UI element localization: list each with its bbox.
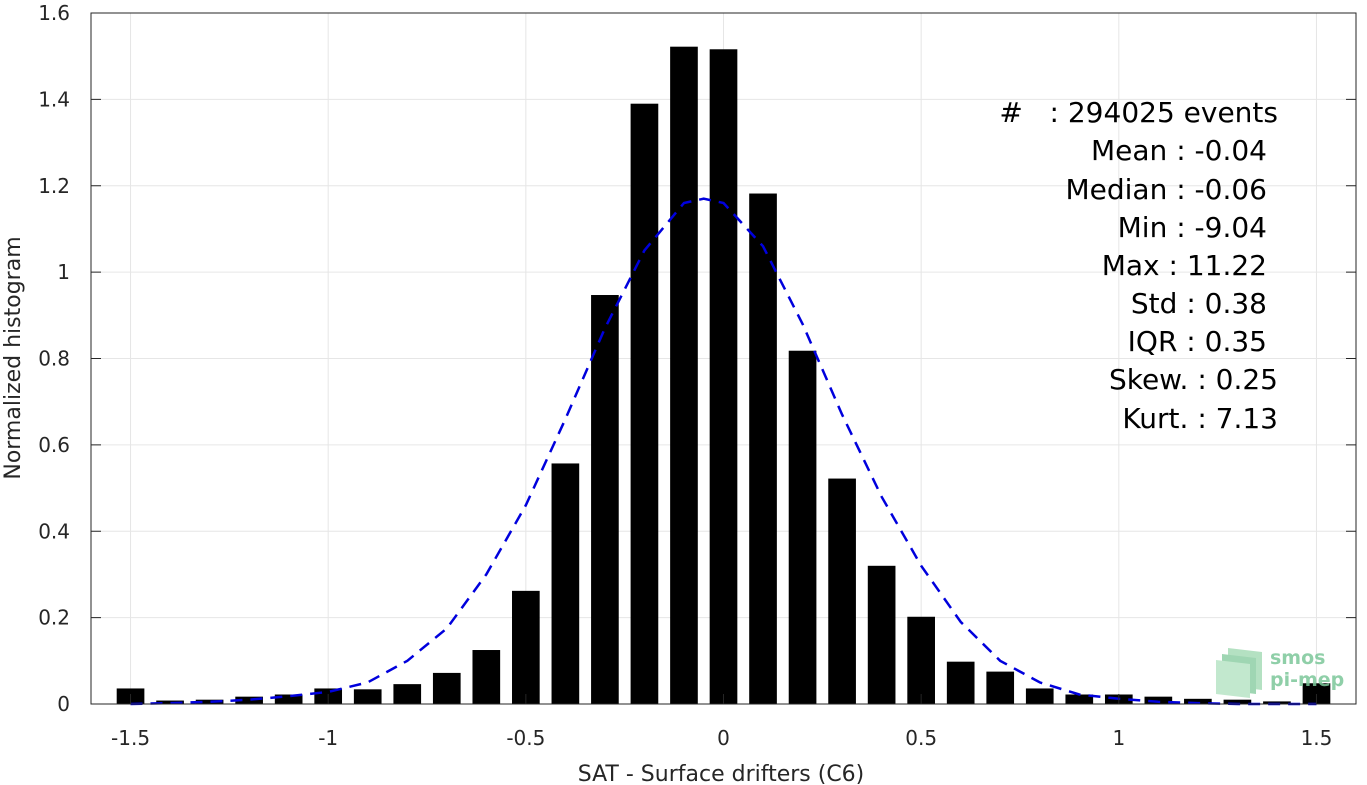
normal-fit-curve xyxy=(130,197,1317,706)
x-tick-label: -0.5 xyxy=(506,726,545,750)
x-tick-label: 0 xyxy=(717,726,730,750)
stat-mean: Mean : -0.04 xyxy=(1091,134,1267,167)
histogram-bar xyxy=(432,672,461,704)
stat-std: Std : 0.38 xyxy=(1131,287,1267,320)
statistics-box: # : 294025 events Mean : -0.04 Median : … xyxy=(999,96,1278,435)
stat-skew: Skew. : 0.25 xyxy=(1109,363,1278,396)
histogram-bar xyxy=(907,616,935,704)
x-tick-label: -1 xyxy=(318,726,338,750)
logo-line2: pi-mep xyxy=(1270,669,1344,691)
histogram-bar xyxy=(867,565,896,704)
histogram-bar xyxy=(630,103,659,705)
stat-min: Min : -9.04 xyxy=(1118,211,1267,244)
histogram-bar xyxy=(828,478,856,704)
histogram-bar xyxy=(551,463,580,704)
y-tick-label: 1 xyxy=(57,260,70,284)
y-tick-label: 1.2 xyxy=(38,174,70,198)
stat-median: Median : -0.06 xyxy=(1065,173,1267,206)
histogram-bars xyxy=(116,46,1331,705)
stat-max: Max : 11.22 xyxy=(1102,249,1267,282)
logo-line1: smos xyxy=(1270,647,1325,669)
stat-kurt: Kurt. : 7.13 xyxy=(1122,402,1278,435)
histogram-bar xyxy=(946,661,975,704)
y-tick-label: 0.4 xyxy=(38,519,70,543)
x-tick-label: 0.5 xyxy=(905,726,937,750)
stat-iqr: IQR : 0.35 xyxy=(1128,325,1267,358)
y-tick-label: 1.4 xyxy=(38,87,70,111)
x-tick-label: -1.5 xyxy=(111,726,150,750)
x-axis-ticks: -1.5 -1 -0.5 0 0.5 1 1.5 xyxy=(111,694,1332,750)
histogram-bar xyxy=(591,295,619,704)
y-tick-label: 0 xyxy=(57,692,70,716)
y-tick-label: 0.6 xyxy=(38,433,70,457)
histogram-bar xyxy=(1223,699,1252,704)
histogram-bar xyxy=(1302,683,1331,704)
histogram-bar xyxy=(274,694,303,704)
y-axis-ticks: 0 0.2 0.4 0.6 0.8 1 1.2 1.4 1.6 xyxy=(38,1,1356,716)
smos-pi-mep-logo: smos pi-mep xyxy=(1216,647,1344,698)
histogram-bar xyxy=(788,350,817,704)
y-tick-label: 1.6 xyxy=(38,1,70,25)
histogram-bar xyxy=(986,671,1015,704)
histogram-bar xyxy=(709,49,738,704)
stat-events: # : 294025 events xyxy=(999,96,1278,129)
y-axis-label: Normalized histogram xyxy=(1,236,26,479)
histogram-bar xyxy=(1263,701,1291,704)
histogram-bar xyxy=(156,700,184,704)
y-tick-label: 0.2 xyxy=(38,606,70,630)
x-tick-label: 1.5 xyxy=(1301,726,1333,750)
histogram-bar xyxy=(235,696,263,704)
histogram-bar xyxy=(1184,698,1212,704)
histogram-bar xyxy=(353,689,382,704)
histogram-bar xyxy=(195,699,224,704)
y-tick-label: 0.8 xyxy=(38,347,70,371)
histogram-bar xyxy=(393,684,422,704)
x-tick-label: 1 xyxy=(1112,726,1125,750)
histogram-bar xyxy=(1025,688,1054,704)
logo-layers-icon xyxy=(1216,648,1262,698)
x-axis-label: SAT - Surface drifters (C6) xyxy=(578,762,865,785)
histogram-bar xyxy=(670,46,698,704)
histogram-bar xyxy=(1144,696,1173,704)
histogram-bar xyxy=(472,650,501,704)
histogram-bar xyxy=(749,193,777,704)
histogram-bar xyxy=(512,590,540,704)
histogram-bar xyxy=(1065,694,1094,704)
